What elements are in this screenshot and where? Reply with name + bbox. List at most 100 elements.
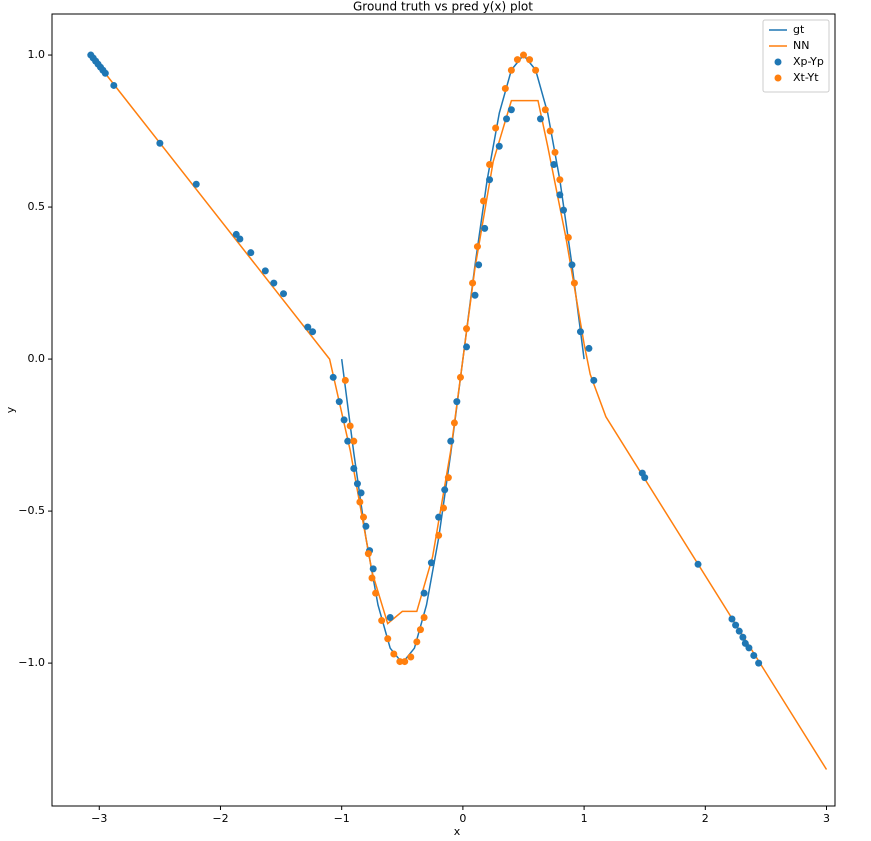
point	[546, 127, 554, 135]
point	[420, 589, 428, 597]
point	[550, 160, 558, 168]
y-axis-label: y	[4, 406, 17, 413]
point	[360, 513, 368, 521]
point	[420, 614, 428, 622]
point	[473, 243, 481, 251]
legend-label: Xt-Yt	[793, 71, 819, 84]
x-tick-label: −2	[212, 812, 228, 825]
point	[396, 658, 404, 666]
x-tick-label: 1	[581, 812, 588, 825]
point	[551, 148, 559, 156]
point	[492, 124, 500, 132]
y-tick-label: 0.5	[28, 200, 46, 213]
point	[475, 261, 483, 269]
point	[350, 437, 358, 445]
point	[456, 373, 464, 381]
point	[559, 206, 567, 214]
point	[344, 437, 352, 445]
point	[416, 626, 424, 634]
legend-label: NN	[793, 39, 809, 52]
point	[556, 176, 564, 184]
point	[513, 56, 521, 64]
x-tick-label: 2	[702, 812, 709, 825]
legend-box	[762, 19, 830, 93]
point	[755, 659, 763, 667]
point	[350, 465, 358, 473]
point	[570, 279, 578, 287]
point	[304, 323, 312, 331]
point	[735, 627, 743, 635]
chart-title: Ground truth vs pred y(x) plot	[353, 0, 533, 14]
x-tick-label: 3	[823, 812, 830, 825]
point	[340, 416, 348, 424]
point	[486, 176, 494, 184]
legend-swatch	[774, 74, 782, 82]
point	[463, 325, 471, 333]
point	[101, 69, 109, 77]
point	[503, 115, 511, 123]
point	[732, 621, 740, 629]
point	[750, 652, 758, 660]
point	[261, 267, 269, 275]
point	[372, 589, 380, 597]
point	[564, 233, 572, 241]
point	[329, 373, 337, 381]
point	[739, 633, 747, 641]
point	[694, 560, 702, 568]
point	[568, 261, 576, 269]
point	[369, 565, 377, 573]
point	[471, 291, 479, 299]
point	[378, 617, 386, 625]
point	[536, 115, 544, 123]
point	[728, 615, 736, 623]
point	[362, 522, 370, 530]
point	[481, 224, 489, 232]
point	[507, 66, 515, 74]
point	[585, 344, 593, 352]
legend-label: Xp-Yp	[793, 55, 824, 68]
point	[486, 160, 494, 168]
point	[192, 180, 200, 188]
point	[384, 635, 392, 643]
point	[463, 343, 471, 351]
point	[495, 142, 503, 150]
point	[335, 398, 343, 406]
point	[479, 197, 487, 205]
point	[440, 504, 447, 512]
point	[450, 419, 458, 427]
point	[444, 474, 452, 482]
point	[441, 486, 449, 494]
point	[341, 376, 349, 384]
point	[541, 106, 549, 114]
point	[501, 84, 509, 92]
line	[90, 54, 828, 770]
point	[390, 650, 398, 658]
y-tick-label: −0.5	[18, 504, 45, 517]
point	[453, 398, 461, 406]
point	[413, 638, 421, 646]
point	[576, 328, 584, 336]
point	[357, 489, 365, 497]
point	[507, 106, 515, 114]
point	[270, 279, 278, 287]
point	[280, 290, 288, 298]
point	[156, 139, 164, 147]
x-tick-label: −1	[334, 812, 350, 825]
point	[556, 191, 564, 199]
legend-swatch	[774, 58, 782, 66]
point	[309, 328, 317, 336]
point	[247, 249, 255, 257]
point	[353, 480, 361, 488]
y-tick-label: −1.0	[18, 656, 45, 669]
point	[526, 56, 534, 64]
point	[236, 235, 244, 243]
point	[590, 376, 598, 384]
point	[435, 513, 443, 521]
point	[532, 66, 540, 74]
y-tick-label: 1.0	[28, 48, 46, 61]
x-axis-label: x	[454, 825, 461, 838]
x-tick-label: 0	[459, 812, 466, 825]
point	[346, 422, 354, 430]
point	[447, 437, 455, 445]
